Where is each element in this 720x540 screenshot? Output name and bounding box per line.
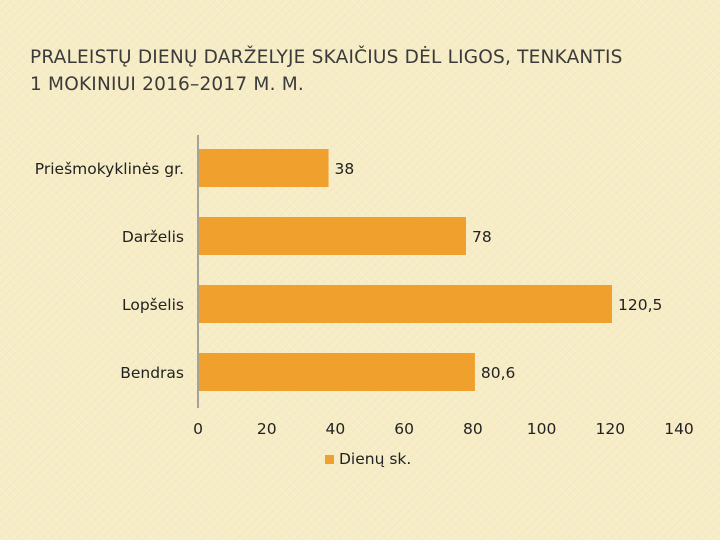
title-line-1: PRALEISTŲ DIENŲ DARŽELYJE SKAIČIUS DĖL L… bbox=[30, 47, 623, 68]
x-tick-label: 40 bbox=[326, 420, 346, 438]
category-label: Bendras bbox=[120, 364, 184, 382]
x-tick-label: 20 bbox=[257, 420, 277, 438]
legend-swatch bbox=[325, 455, 334, 464]
category-label: Lopšelis bbox=[122, 296, 184, 314]
data-label: 38 bbox=[335, 160, 355, 178]
category-label: Priešmokyklinės gr. bbox=[35, 160, 184, 178]
slide-title: PRALEISTŲ DIENŲ DARŽELYJE SKAIČIUS DĖL L… bbox=[30, 44, 700, 98]
data-label: 78 bbox=[472, 228, 492, 246]
bar bbox=[199, 149, 329, 187]
data-label: 80,6 bbox=[481, 364, 516, 382]
x-tick-label: 60 bbox=[394, 420, 414, 438]
legend-label: Dienų sk. bbox=[339, 450, 411, 468]
x-tick-label: 120 bbox=[595, 420, 625, 438]
title-line-2: 1 MOKINIUI 2016–2017 M. M. bbox=[30, 74, 304, 95]
x-tick-label: 80 bbox=[463, 420, 483, 438]
x-tick-label: 140 bbox=[664, 420, 694, 438]
data-label: 120,5 bbox=[618, 296, 662, 314]
bar bbox=[199, 353, 475, 391]
category-label: Darželis bbox=[122, 228, 184, 246]
bar bbox=[199, 217, 466, 255]
x-tick-label: 100 bbox=[527, 420, 557, 438]
bar bbox=[199, 285, 613, 323]
x-tick-label: 0 bbox=[193, 420, 203, 438]
